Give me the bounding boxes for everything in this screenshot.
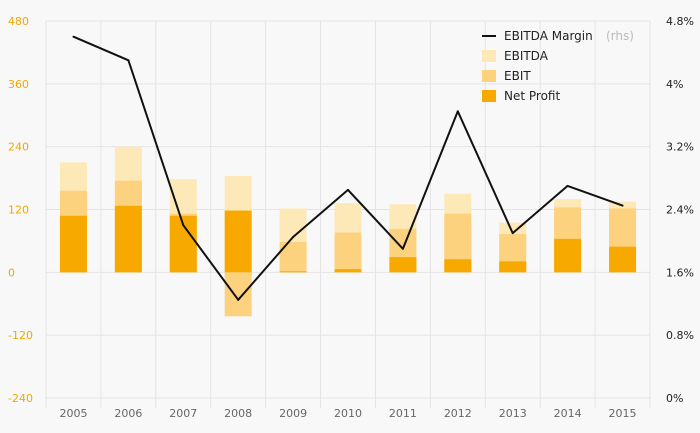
x-tick-label: 2010 xyxy=(334,407,362,420)
x-tick-label: 2011 xyxy=(389,407,417,420)
legend-net-label: Net Profit xyxy=(504,89,560,103)
y2-tick-label: 4% xyxy=(666,78,683,91)
x-tick-label: 2009 xyxy=(279,407,307,420)
x-tick-label: 2014 xyxy=(554,407,582,420)
bars xyxy=(59,146,637,317)
bar-net-profit xyxy=(389,257,417,273)
legend: EBITDA Margin (rhs) EBITDA EBIT Net Prof… xyxy=(482,29,634,103)
tick-labels: 480 4.8% 360 4% 240 3.2% 120 2.4% 0 1.6% -120 0.8% -… xyxy=(8,15,694,420)
legend-ebit-label: EBIT xyxy=(504,69,531,83)
bar-net-profit xyxy=(59,215,87,273)
legend-margin-label: EBITDA Margin xyxy=(504,29,593,43)
bar-ebit xyxy=(224,272,252,317)
x-tick-label: 2008 xyxy=(224,407,252,420)
bar-net-profit xyxy=(334,269,362,273)
y2-tick-label: 0% xyxy=(666,392,683,405)
x-tick-label: 2015 xyxy=(609,407,637,420)
x-tick-label: 2007 xyxy=(169,407,197,420)
y2-tick-label: 1.6% xyxy=(666,266,694,279)
bar-net-profit xyxy=(224,210,252,273)
bar-net-profit xyxy=(114,205,142,273)
y2-tick-label: 0.8% xyxy=(666,329,694,342)
legend-margin-suffix: (rhs) xyxy=(606,29,634,43)
y-tick-label: 120 xyxy=(8,204,29,217)
point-ebitda-margin xyxy=(347,188,349,191)
x-tick-label: 2005 xyxy=(59,407,87,420)
y2-tick-label: 3.2% xyxy=(666,141,694,154)
x-tick-label: 2006 xyxy=(114,407,142,420)
y-tick-label: 0 xyxy=(8,266,15,279)
y-tick-label: 360 xyxy=(8,78,29,91)
point-ebitda-margin xyxy=(72,35,75,38)
point-ebitda-margin xyxy=(182,224,185,227)
x-tick-label: 2012 xyxy=(444,407,472,420)
legend-ebitda-label: EBITDA xyxy=(504,49,549,63)
point-ebitda-margin xyxy=(237,298,240,301)
point-ebitda-margin xyxy=(401,247,404,250)
legend-ebitda-swatch xyxy=(482,50,496,62)
legend-ebit-swatch xyxy=(482,70,496,82)
bar-net-profit xyxy=(444,259,472,273)
point-ebitda-margin xyxy=(456,110,459,113)
y-tick-label: 240 xyxy=(8,141,29,154)
legend-net-swatch xyxy=(482,90,496,102)
margin-line-layer xyxy=(72,35,624,301)
y-tick-label: 480 xyxy=(8,15,29,28)
point-ebitda-margin xyxy=(621,204,624,207)
bar-net-profit xyxy=(499,261,527,273)
bar-net-profit xyxy=(279,271,307,273)
bar-ebit xyxy=(334,232,362,273)
bar-net-profit xyxy=(609,246,637,273)
y2-tick-label: 4.8% xyxy=(666,15,694,28)
point-ebitda-margin xyxy=(566,184,569,187)
y-tick-label: -120 xyxy=(8,329,33,342)
bar-net-profit xyxy=(554,238,582,273)
point-ebitda-margin xyxy=(292,235,295,238)
point-ebitda-margin xyxy=(511,232,514,235)
y-tick-label: -240 xyxy=(8,392,33,405)
point-ebitda-margin xyxy=(127,59,130,62)
y2-tick-label: 2.4% xyxy=(666,204,694,217)
x-tick-label: 2013 xyxy=(499,407,527,420)
